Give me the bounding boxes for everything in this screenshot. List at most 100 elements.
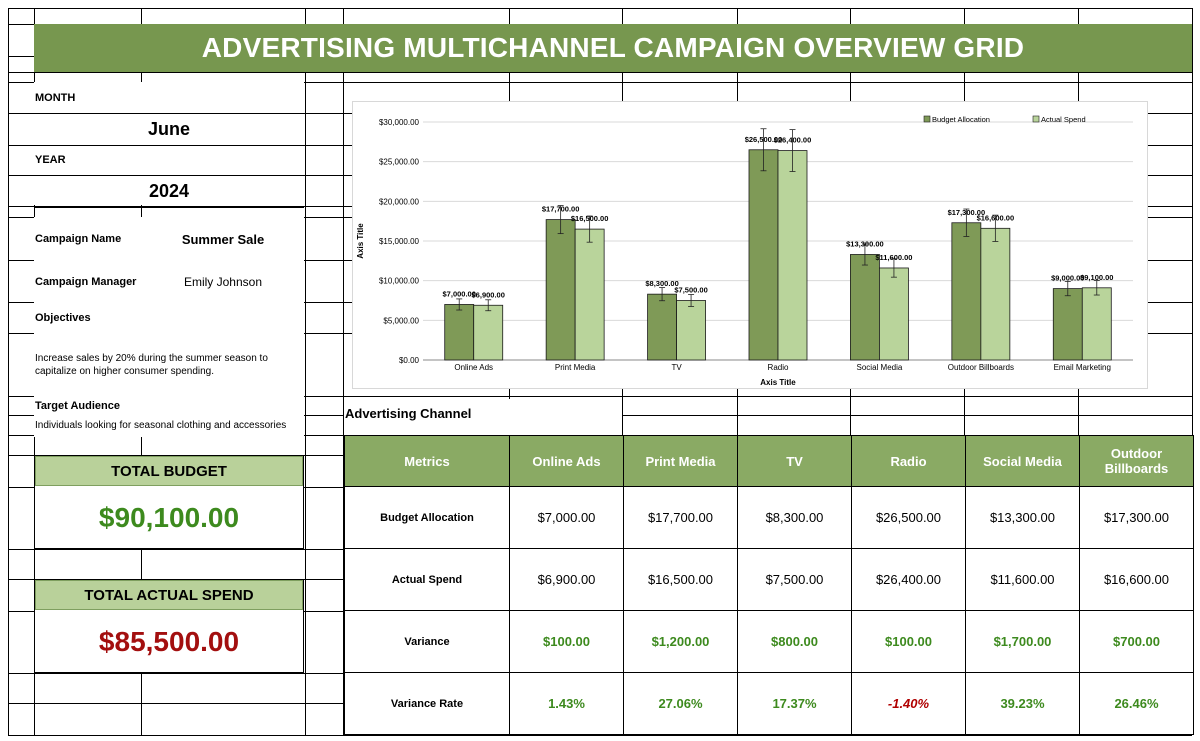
table-cell[interactable]: $7,000.00 — [509, 486, 624, 549]
table-cell[interactable]: $26,500.00 — [851, 486, 966, 549]
bar-budget — [545, 219, 576, 361]
data-label: $9,100.00 — [1080, 273, 1113, 282]
data-label: $7,000.00 — [443, 289, 476, 298]
grid-line-vertical — [343, 8, 344, 735]
table-cell[interactable]: 17.37% — [737, 672, 852, 735]
channel-header[interactable]: Print Media — [623, 435, 738, 487]
campaign-info-block — [34, 217, 304, 437]
table-cell[interactable]: $11,600.00 — [965, 548, 1080, 611]
grid-line-horizontal — [8, 82, 1192, 83]
y-tick-label: $0.00 — [399, 356, 420, 365]
channel-header[interactable]: Outdoor Billboards — [1079, 435, 1194, 487]
data-label: $16,500.00 — [571, 214, 609, 223]
data-label: $26,500.00 — [745, 135, 783, 144]
x-tick-label: Outdoor Billboards — [948, 363, 1014, 372]
total-budget-value: $90,100.00 — [98, 501, 240, 533]
bar-spend — [676, 300, 706, 361]
table-cell[interactable]: $16,600.00 — [1079, 548, 1194, 611]
data-label: $17,300.00 — [948, 208, 986, 217]
month-value[interactable]: June — [34, 113, 304, 146]
table-cell[interactable]: $6,900.00 — [509, 548, 624, 611]
table-cell[interactable]: $100.00 — [509, 610, 624, 673]
table-cell[interactable]: $700.00 — [1079, 610, 1194, 673]
total-spend-value: $85,500.00 — [98, 625, 240, 657]
x-tick-label: Email Marketing — [1054, 363, 1111, 372]
y-tick-label: $20,000.00 — [379, 197, 420, 206]
table-row: Actual Spend $6,900.00 $16,500.00 $7,500.00… — [344, 548, 1194, 611]
row-label: Variance — [344, 610, 510, 673]
y-tick-label: $30,000.00 — [379, 118, 420, 127]
data-label: $8,300.00 — [645, 279, 678, 288]
y-tick-label: $25,000.00 — [379, 158, 420, 167]
table-cell[interactable]: -1.40% — [851, 672, 966, 735]
table-cell[interactable]: 39.23% — [965, 672, 1080, 735]
budget-vs-spend-chart[interactable]: $0.00 $5,000.00 $10,000.00 $15,000.00 $20,00… — [352, 101, 1148, 389]
grid-line-horizontal — [8, 8, 1192, 9]
channel-header[interactable]: Online Ads — [509, 435, 624, 487]
grid-line-horizontal — [8, 396, 1192, 397]
data-label: $11,600.00 — [875, 253, 912, 262]
table-row: Budget Allocation $7,000.00 $17,700.00 $8,3… — [344, 486, 1194, 549]
bar-spend — [574, 228, 605, 361]
campaign-name-value[interactable]: Summer Sale — [181, 231, 265, 247]
legend-swatch — [923, 115, 931, 123]
year-value[interactable]: 2024 — [34, 175, 304, 208]
table-row: Variance $100.00 $1,200.00 $800.00 $100.00 $1… — [344, 610, 1194, 673]
table-cell[interactable]: $8,300.00 — [737, 486, 852, 549]
table-cell[interactable]: $800.00 — [737, 610, 852, 673]
table-cell[interactable]: 26.46% — [1079, 672, 1194, 735]
section-label-cell — [344, 399, 622, 435]
objectives-text[interactable]: Increase sales by 20% during the summer … — [35, 353, 268, 377]
table-cell[interactable]: $17,700.00 — [623, 486, 738, 549]
year-label: YEAR — [35, 154, 66, 166]
channel-header[interactable]: Social Media — [965, 435, 1080, 487]
y-tick-label: $15,000.00 — [379, 237, 420, 246]
bar-spend — [980, 227, 1011, 361]
legend-swatch — [1032, 115, 1040, 123]
bar-spend — [473, 304, 504, 361]
target-audience-text[interactable]: Individuals looking for seasonal clothin… — [35, 420, 287, 431]
row-label: Variance Rate — [344, 672, 510, 735]
month-label: MONTH — [35, 92, 76, 104]
x-axis-title: Axis Title — [760, 378, 796, 387]
grid-line-horizontal — [8, 735, 1192, 736]
table-cell[interactable]: $16,500.00 — [623, 548, 738, 611]
y-tick-label: $5,000.00 — [383, 316, 419, 325]
data-label: $9,000.00 — [1051, 274, 1084, 283]
bar-budget — [850, 254, 880, 361]
bar-spend — [879, 267, 909, 361]
metrics-header[interactable]: Metrics — [344, 435, 510, 487]
table-cell[interactable]: 27.06% — [623, 672, 738, 735]
table-row: Variance Rate 1.43% 27.06% 17.37% -1.40% 39.2… — [344, 672, 1194, 735]
table-cell[interactable]: 1.43% — [509, 672, 624, 735]
bar-budget — [951, 222, 982, 361]
grid-line-vertical — [8, 8, 9, 735]
x-tick-label: Radio — [768, 363, 789, 372]
total-budget-label: TOTAL BUDGET — [35, 456, 303, 486]
metrics-table: Metrics Online Ads Print Media TV Radio Socia… — [344, 435, 1194, 735]
table-cell[interactable]: $1,700.00 — [965, 610, 1080, 673]
bar-budget — [444, 304, 475, 361]
table-cell[interactable]: $1,200.00 — [623, 610, 738, 673]
campaign-manager-label: Campaign Manager — [35, 275, 137, 288]
target-audience-label: Target Audience — [35, 399, 120, 412]
table-cell[interactable]: $17,300.00 — [1079, 486, 1194, 549]
date-block — [34, 82, 304, 205]
table-cell[interactable]: $7,500.00 — [737, 548, 852, 611]
y-axis-title: Axis Title — [356, 223, 365, 259]
table-cell[interactable]: $100.00 — [851, 610, 966, 673]
channel-header[interactable]: Radio — [851, 435, 966, 487]
row-label: Budget Allocation — [344, 486, 510, 549]
table-cell[interactable]: $13,300.00 — [965, 486, 1080, 549]
objectives-label: Objectives — [35, 312, 91, 324]
x-tick-label: TV — [671, 363, 682, 372]
campaign-manager-value[interactable]: Emily Johnson — [183, 274, 263, 289]
data-label: $17,700.00 — [542, 205, 580, 214]
x-tick-label: Social Media — [857, 363, 903, 372]
table-cell[interactable]: $26,400.00 — [851, 548, 966, 611]
legend-entry: Actual Spend — [1041, 115, 1086, 124]
advertising-channel-label: Advertising Channel — [345, 406, 472, 421]
channel-header[interactable]: TV — [737, 435, 852, 487]
grid-line-horizontal — [8, 72, 1192, 73]
x-tick-label: Online Ads — [454, 363, 493, 372]
